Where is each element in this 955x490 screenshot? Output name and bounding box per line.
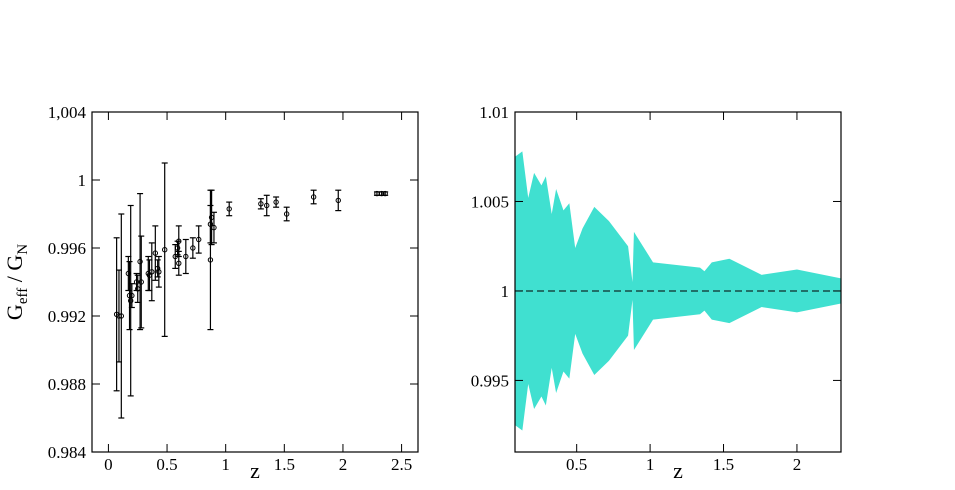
x-tick-label: 0	[104, 455, 113, 474]
y-tick-label: 0.995	[471, 371, 509, 390]
point	[310, 194, 317, 200]
y-tick-label: 1	[78, 171, 87, 190]
point	[138, 279, 144, 285]
plot-frame	[514, 111, 842, 453]
point	[152, 250, 159, 256]
point	[183, 253, 189, 260]
point	[149, 269, 155, 275]
y-tick-label: 0.988	[48, 375, 86, 394]
plot-frame	[91, 111, 419, 453]
point	[127, 298, 134, 304]
y-label-part: G	[2, 304, 27, 320]
x-tick-label: 2.5	[391, 455, 412, 474]
point	[226, 206, 232, 212]
point	[258, 201, 264, 207]
y-label-part: eff	[15, 288, 31, 304]
x-axis-label: z	[250, 458, 260, 483]
point	[211, 224, 217, 231]
x-tick-label: 0.5	[566, 455, 587, 474]
point	[176, 260, 182, 266]
y-tick-label: 1.01	[479, 103, 509, 122]
point	[137, 258, 143, 265]
y-tick-label: 1	[501, 282, 510, 301]
x-tick-label: 1.5	[274, 455, 295, 474]
point	[154, 265, 161, 272]
point	[207, 257, 214, 263]
y-tick-label: 1.005	[471, 192, 509, 211]
point	[264, 202, 270, 209]
x-tick-label: 0.5	[156, 455, 177, 474]
y-label-part: / G	[2, 255, 27, 288]
point	[162, 247, 168, 253]
x-tick-label: 1	[221, 455, 230, 474]
x-tick-label: 2	[793, 455, 802, 474]
y-axis-label: Geff / GN	[2, 244, 31, 320]
point	[174, 245, 181, 251]
point	[378, 190, 385, 197]
x-tick-label: 1	[646, 455, 655, 474]
point	[156, 269, 162, 275]
band	[515, 151, 841, 431]
y-tick-label: 0.996	[48, 239, 86, 258]
point	[196, 236, 202, 243]
x-axis-label: z	[673, 458, 683, 483]
point	[273, 199, 279, 205]
y-label-part: N	[15, 244, 31, 255]
x-tick-label: 1.5	[713, 455, 734, 474]
y-tick-label: 0.992	[48, 307, 86, 326]
point	[190, 245, 196, 251]
point	[335, 197, 341, 204]
point	[129, 292, 135, 299]
x-tick-label: 2	[339, 455, 348, 474]
point	[176, 238, 182, 244]
y-tick-label: 1,004	[48, 103, 87, 122]
point	[118, 313, 125, 319]
point	[283, 211, 290, 217]
point	[382, 190, 388, 197]
y-tick-label: 0.984	[48, 443, 87, 462]
